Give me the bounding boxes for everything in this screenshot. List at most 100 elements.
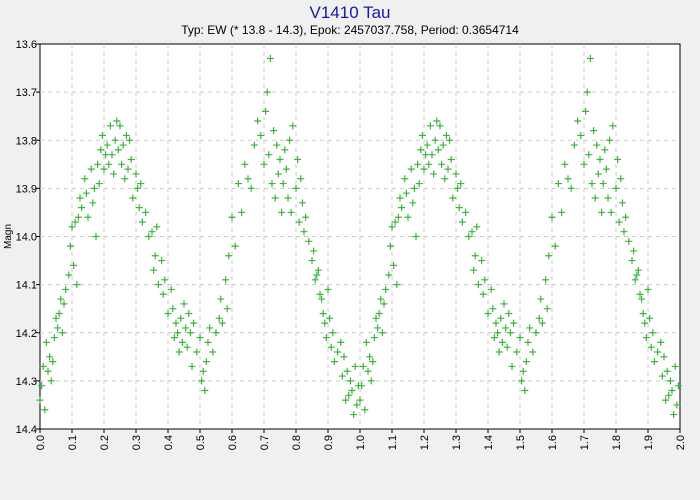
data-point bbox=[457, 180, 465, 188]
data-point bbox=[310, 247, 318, 255]
data-point bbox=[430, 170, 438, 178]
data-point bbox=[199, 367, 207, 375]
data-point bbox=[161, 276, 169, 284]
data-point bbox=[374, 324, 382, 332]
data-point bbox=[134, 184, 142, 192]
data-point bbox=[473, 223, 481, 231]
data-point bbox=[183, 343, 191, 351]
data-point bbox=[602, 165, 610, 173]
data-point bbox=[268, 180, 276, 188]
data-point bbox=[329, 329, 337, 337]
data-point bbox=[618, 199, 626, 207]
data-point bbox=[415, 180, 423, 188]
grid bbox=[40, 44, 680, 429]
data-point bbox=[326, 314, 334, 322]
data-point bbox=[502, 324, 510, 332]
data-point bbox=[60, 300, 68, 308]
data-point bbox=[58, 329, 66, 337]
data-point bbox=[654, 348, 662, 356]
y-tick-label: 14.0 bbox=[16, 232, 37, 244]
data-point bbox=[330, 358, 338, 366]
x-tick-label: 1.6 bbox=[547, 435, 559, 450]
data-point bbox=[78, 204, 86, 212]
data-point bbox=[238, 208, 246, 216]
data-point bbox=[596, 156, 604, 163]
data-point bbox=[505, 310, 513, 317]
data-point bbox=[169, 305, 177, 313]
data-point bbox=[313, 271, 321, 279]
chart-title: V1410 Tau bbox=[310, 3, 391, 22]
data-point bbox=[353, 401, 361, 409]
data-point bbox=[316, 290, 324, 298]
data-point bbox=[57, 295, 65, 303]
data-point bbox=[94, 160, 102, 168]
x-tick-label: 1.0 bbox=[355, 435, 367, 450]
data-point bbox=[564, 175, 572, 183]
data-point bbox=[322, 334, 330, 342]
data-point bbox=[215, 314, 223, 322]
data-point bbox=[223, 305, 231, 313]
data-point bbox=[401, 175, 409, 183]
data-point bbox=[46, 353, 54, 361]
data-point bbox=[359, 362, 367, 370]
x-tick-label: 0.4 bbox=[163, 435, 175, 450]
data-point bbox=[113, 117, 121, 125]
data-point bbox=[423, 141, 431, 149]
data-point bbox=[366, 353, 374, 361]
data-point bbox=[106, 122, 114, 130]
data-point bbox=[526, 324, 534, 332]
data-point bbox=[185, 310, 193, 317]
data-point bbox=[164, 310, 172, 317]
data-point bbox=[649, 329, 657, 337]
x-tick-label: 0.6 bbox=[227, 435, 239, 450]
data-point bbox=[178, 338, 186, 346]
data-point bbox=[497, 314, 505, 322]
data-point bbox=[561, 160, 569, 168]
data-point bbox=[519, 367, 527, 375]
data-point bbox=[612, 184, 620, 192]
data-point bbox=[167, 285, 175, 293]
x-tick-label: 1.3 bbox=[451, 435, 463, 450]
x-tick-label: 1.2 bbox=[419, 435, 431, 450]
data-point bbox=[580, 160, 588, 168]
data-point bbox=[372, 314, 380, 322]
data-point bbox=[585, 151, 593, 159]
data-point bbox=[478, 257, 486, 265]
data-point bbox=[446, 136, 454, 144]
data-point bbox=[218, 319, 226, 327]
data-point bbox=[414, 160, 422, 168]
data-point bbox=[271, 194, 279, 202]
data-point bbox=[607, 208, 615, 216]
data-point bbox=[615, 218, 623, 226]
data-point bbox=[87, 165, 95, 173]
data-point bbox=[241, 160, 249, 168]
y-tick-label: 13.7 bbox=[16, 87, 37, 99]
data-point bbox=[172, 319, 180, 327]
data-point bbox=[604, 194, 612, 202]
data-point bbox=[263, 88, 271, 96]
data-point bbox=[422, 151, 430, 159]
data-point bbox=[54, 324, 62, 332]
data-point bbox=[609, 122, 617, 130]
data-point bbox=[71, 218, 79, 226]
data-point bbox=[124, 165, 132, 173]
data-point bbox=[516, 334, 524, 342]
data-point bbox=[489, 305, 497, 313]
data-point bbox=[538, 319, 546, 327]
data-point bbox=[673, 401, 681, 409]
data-point bbox=[342, 396, 350, 404]
data-point bbox=[282, 165, 290, 173]
data-point bbox=[434, 146, 442, 154]
data-point bbox=[103, 141, 111, 149]
data-point bbox=[465, 233, 473, 240]
data-point bbox=[471, 252, 479, 260]
data-point bbox=[543, 305, 551, 313]
data-point bbox=[74, 213, 82, 221]
data-point bbox=[327, 343, 335, 351]
data-point bbox=[244, 175, 252, 183]
data-point bbox=[391, 218, 399, 226]
data-point bbox=[287, 208, 295, 216]
data-point bbox=[247, 184, 255, 192]
data-point bbox=[334, 348, 342, 356]
data-point bbox=[601, 146, 609, 154]
